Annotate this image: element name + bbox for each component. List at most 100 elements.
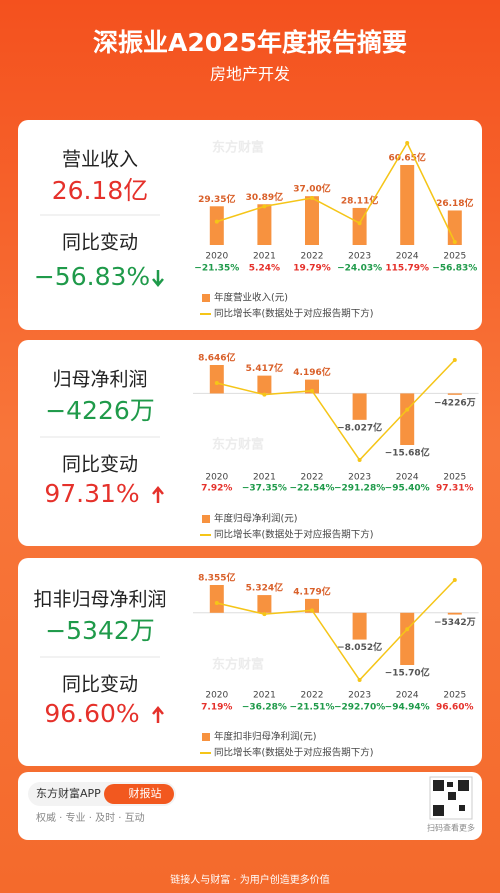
- bar: [352, 612, 367, 640]
- bar-label: 30.89亿: [246, 191, 283, 203]
- year-label: 2025: [443, 252, 466, 262]
- bar: [209, 585, 224, 613]
- metric-title: 营业收入: [62, 149, 138, 171]
- growth-point: [214, 219, 219, 224]
- year-label: 2023: [348, 473, 371, 483]
- app-name: 东方财富APP: [36, 786, 101, 800]
- growth-point: [452, 240, 457, 244]
- year-label: 2025: [443, 473, 466, 483]
- growth-point: [310, 196, 314, 201]
- change-value: −56.83%: [34, 262, 150, 291]
- subtitle: 房地产开发: [210, 65, 290, 84]
- change-title: 同比变动: [62, 674, 138, 696]
- bar-label: 8.355亿: [198, 572, 235, 584]
- bar-label: −15.70亿: [385, 667, 430, 679]
- year-label: 2024: [396, 691, 419, 701]
- bar: [447, 210, 462, 245]
- legend-swatch: [202, 733, 210, 741]
- bar-label: −8.027亿: [337, 421, 382, 433]
- growth-point: [310, 388, 314, 393]
- year-label: 2025: [443, 691, 466, 701]
- growth-line: [216, 359, 456, 462]
- bar-label: 37.00亿: [293, 183, 330, 195]
- growth-line: [216, 141, 456, 243]
- growth-point: [357, 458, 362, 462]
- bar-label: −4226万: [434, 397, 476, 408]
- growth-point: [357, 221, 362, 226]
- card: [18, 340, 482, 546]
- bar-label: 4.196亿: [293, 366, 330, 378]
- growth-label: −56.83%: [432, 264, 477, 274]
- bar: [257, 375, 272, 394]
- qr-code: [429, 776, 473, 820]
- bar: [209, 206, 224, 245]
- legend-label: 同比增长率(数据处于对应报告期下方): [214, 529, 373, 541]
- growth-label: 97.31%: [436, 484, 474, 494]
- metric-value: 26.18亿: [52, 176, 149, 205]
- watermark: 东方财富: [212, 437, 264, 453]
- legend-label: 年度扣非归母净利润(元): [214, 731, 316, 743]
- bar-label: 4.179亿: [293, 585, 330, 597]
- growth-point: [214, 600, 219, 605]
- year-label: 2020: [205, 252, 228, 262]
- legend-swatch: [202, 515, 210, 523]
- growth-point: [214, 381, 219, 386]
- metric-title: 扣非归母净利润: [33, 589, 166, 611]
- title: 深振业A2025年度报告摘要: [93, 28, 407, 57]
- tagline: 链接人与财富 · 为用户创造更多价值: [170, 873, 330, 886]
- year-label: 2024: [396, 252, 419, 262]
- badge[interactable]: [104, 784, 174, 804]
- year-label: 2022: [301, 691, 324, 701]
- year-label: 2023: [348, 252, 371, 262]
- bar: [257, 204, 272, 245]
- bar-label: 28.11亿: [341, 194, 378, 206]
- card: [18, 120, 482, 330]
- growth-point: [310, 608, 314, 613]
- bar-label: −5342万: [434, 617, 476, 628]
- year-label: 2023: [348, 691, 371, 701]
- change-arrow: [152, 270, 164, 287]
- bar: [352, 393, 367, 420]
- change-value: 97.31%: [44, 479, 139, 508]
- growth-point: [262, 612, 267, 617]
- growth-point: [262, 204, 267, 209]
- change-title: 同比变动: [62, 454, 138, 476]
- bar-label: 29.35亿: [198, 193, 235, 205]
- growth-label: −291.28%: [334, 484, 385, 494]
- legend-swatch: [202, 294, 210, 302]
- year-label: 2021: [253, 252, 276, 262]
- bar-label: 8.646亿: [198, 352, 235, 364]
- badge-text: 财报站: [129, 786, 162, 800]
- growth-point: [452, 578, 457, 582]
- growth-label: −21.35%: [194, 264, 239, 274]
- growth-label: −21.51%: [289, 703, 334, 713]
- legend-label: 年度营业收入(元): [214, 292, 288, 304]
- growth-label: 19.79%: [293, 264, 331, 274]
- bar-label: 26.18亿: [436, 197, 473, 209]
- growth-label: −292.70%: [334, 703, 385, 713]
- growth-label: −37.35%: [242, 484, 287, 494]
- year-label: 2020: [205, 691, 228, 701]
- growth-label: −22.54%: [289, 484, 334, 494]
- bar: [400, 612, 415, 665]
- growth-label: 7.92%: [201, 484, 232, 494]
- change-arrow: [152, 706, 164, 723]
- bar: [447, 612, 462, 615]
- growth-label: 115.79%: [385, 264, 429, 274]
- bar: [305, 196, 319, 245]
- watermark: 东方财富: [212, 140, 264, 156]
- growth-point: [262, 392, 267, 397]
- change-arrow: [152, 486, 164, 503]
- growth-label: −36.28%: [242, 703, 287, 713]
- bar-label: −15.68亿: [385, 447, 430, 459]
- year-label: 2021: [253, 691, 276, 701]
- growth-label: 96.60%: [436, 703, 474, 713]
- bar: [257, 595, 272, 613]
- legend-label: 年度归母净利润(元): [214, 513, 297, 525]
- bar: [447, 393, 462, 395]
- metric-title: 归母净利润: [52, 369, 147, 391]
- year-label: 2024: [396, 473, 419, 483]
- bar-label: 60.65亿: [388, 152, 425, 164]
- growth-point: [405, 141, 410, 145]
